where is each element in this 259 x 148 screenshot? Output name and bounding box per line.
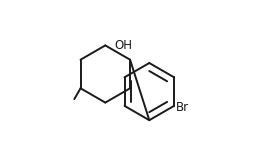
- Text: OH: OH: [114, 39, 132, 52]
- Text: Br: Br: [176, 101, 189, 114]
